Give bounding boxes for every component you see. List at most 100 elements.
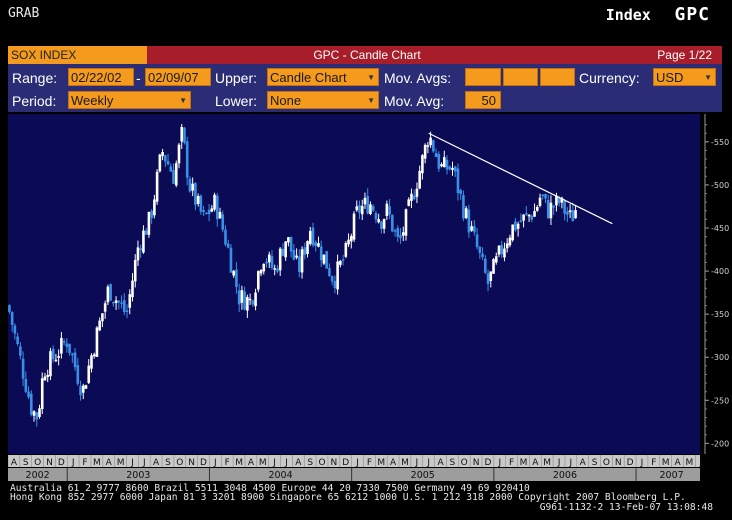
month-label: J — [426, 458, 430, 468]
month-label: D — [484, 458, 491, 468]
candle-body — [437, 153, 441, 169]
y-tick-label: -500 — [711, 181, 729, 190]
footer-contacts-2: Hong Kong 852 2977 6000 Japan 81 3 3201 … — [10, 492, 686, 503]
candle-body — [492, 259, 495, 274]
candle-body — [177, 144, 181, 164]
candle-body — [541, 194, 545, 197]
candle-body — [232, 270, 235, 276]
lower-dropdown[interactable]: None ▼ — [267, 91, 379, 109]
period-dropdown[interactable]: Weekly ▼ — [68, 91, 191, 109]
candle-body — [106, 286, 110, 303]
candle-body — [459, 190, 462, 194]
month-label: A — [532, 458, 539, 468]
candle-body — [21, 358, 25, 379]
candle-body — [199, 195, 203, 212]
candle-body — [475, 234, 479, 248]
candle-body — [262, 263, 266, 272]
month-label: O — [603, 458, 610, 468]
candle-body — [308, 230, 312, 244]
candle-body — [566, 211, 569, 215]
candle-body — [142, 230, 145, 253]
candle-body — [30, 393, 33, 415]
candle-body — [114, 300, 118, 303]
candle-body — [533, 211, 536, 217]
month-label: D — [627, 458, 634, 468]
month-label: A — [11, 458, 18, 468]
currency-dropdown[interactable]: USD ▼ — [653, 68, 716, 86]
month-label: F — [509, 458, 514, 468]
month-label: O — [176, 458, 183, 468]
month-axis — [8, 455, 700, 467]
candle-body — [98, 320, 101, 331]
month-label: A — [437, 458, 444, 468]
candle-body — [393, 230, 397, 232]
candle-body — [464, 208, 468, 219]
candle-body — [298, 256, 301, 272]
candle-body — [51, 348, 55, 360]
candle-body — [336, 261, 339, 290]
plot-area — [8, 114, 700, 454]
candle-body — [380, 221, 383, 229]
candle-body — [473, 226, 476, 233]
candle-body — [355, 206, 359, 211]
month-label: J — [272, 458, 276, 468]
y-tick-label: -250 — [711, 396, 729, 405]
candle-body — [43, 376, 47, 381]
range-end-field[interactable]: 02/09/07 — [145, 68, 211, 86]
movavg-1-field[interactable] — [465, 68, 501, 86]
upper-value: Candle Chart — [270, 70, 347, 85]
candle-body — [434, 153, 438, 158]
month-label: A — [153, 458, 160, 468]
footer-timestamp: G961-1132-2 13-Feb-07 13:08:48 — [540, 502, 714, 513]
page-indicator: Page 1/22 — [657, 48, 712, 62]
candle-body — [306, 241, 309, 255]
month-label: J — [213, 458, 217, 468]
upper-dropdown[interactable]: Candle Chart ▼ — [267, 68, 379, 86]
movavg-3-field[interactable] — [540, 68, 575, 86]
index-field[interactable]: SOX INDEX — [8, 46, 147, 64]
chart-parameters: Range: 02/22/02 - 02/09/07 Upper: Candle… — [8, 64, 722, 112]
lower-label: Lower: — [215, 93, 258, 109]
y-tick-label: -200 — [711, 439, 729, 448]
candle-body — [10, 311, 14, 325]
month-label: S — [450, 458, 456, 468]
candle-body — [267, 254, 271, 263]
candle-body — [246, 297, 249, 311]
candle-body — [328, 268, 331, 277]
candle-body — [117, 300, 121, 303]
candle-body — [191, 183, 194, 191]
candle-body — [448, 166, 452, 170]
candle-body — [481, 253, 484, 257]
month-label: M — [93, 458, 101, 468]
candle-body — [62, 341, 66, 343]
candle-body — [552, 205, 555, 208]
candle-body — [92, 354, 96, 357]
function-label: GRAB — [8, 6, 40, 21]
candles — [8, 124, 577, 427]
month-label: S — [307, 458, 313, 468]
month-label: J — [569, 458, 573, 468]
range-start-field[interactable]: 02/22/02 — [68, 68, 134, 86]
movavg-2-field[interactable] — [503, 68, 538, 86]
candle-body — [325, 251, 328, 269]
candle-body — [229, 247, 233, 273]
candle-body — [371, 206, 375, 211]
candle-body — [40, 378, 44, 410]
candle-body — [54, 359, 58, 362]
month-label: O — [461, 458, 468, 468]
lower-value: None — [270, 93, 302, 108]
chart-title: GPC - Candle Chart — [313, 48, 421, 62]
candle-body — [404, 209, 408, 236]
movavg-value-field[interactable]: 50 — [465, 91, 501, 109]
candle-body — [24, 379, 28, 392]
trendline-segment — [428, 132, 613, 225]
candle-body — [202, 210, 205, 212]
dropdown-arrow-icon: ▼ — [367, 73, 375, 82]
candle-body — [213, 194, 216, 210]
candle-body — [489, 271, 493, 281]
candle-body — [574, 210, 577, 219]
year-label: 2005 — [411, 470, 435, 481]
candle-body — [180, 127, 184, 142]
